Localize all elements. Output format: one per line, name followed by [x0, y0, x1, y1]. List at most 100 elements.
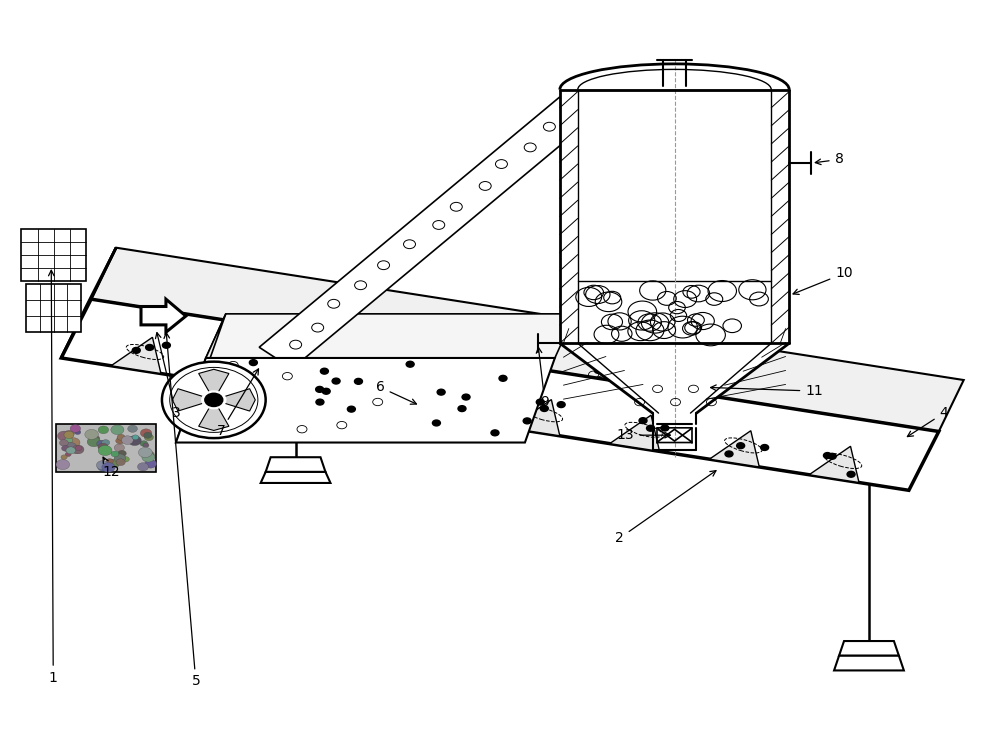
- Circle shape: [59, 440, 68, 446]
- Circle shape: [140, 429, 152, 438]
- Circle shape: [128, 425, 137, 432]
- Circle shape: [737, 443, 745, 449]
- Polygon shape: [261, 472, 330, 483]
- Polygon shape: [410, 384, 460, 420]
- Polygon shape: [834, 656, 904, 670]
- Polygon shape: [610, 415, 660, 452]
- Circle shape: [499, 376, 507, 382]
- Text: 8: 8: [815, 153, 843, 167]
- Circle shape: [98, 463, 109, 471]
- Circle shape: [647, 425, 655, 431]
- Circle shape: [98, 444, 108, 451]
- Polygon shape: [176, 314, 226, 443]
- Circle shape: [58, 431, 71, 441]
- Circle shape: [116, 459, 125, 466]
- Circle shape: [141, 451, 150, 457]
- Polygon shape: [266, 458, 325, 472]
- Circle shape: [67, 438, 80, 447]
- Circle shape: [61, 446, 69, 451]
- Circle shape: [354, 379, 362, 384]
- Circle shape: [142, 452, 155, 462]
- Circle shape: [132, 348, 140, 354]
- Text: 12: 12: [102, 458, 120, 479]
- Circle shape: [114, 444, 124, 452]
- Polygon shape: [61, 299, 939, 490]
- Circle shape: [639, 418, 647, 424]
- Circle shape: [316, 387, 324, 393]
- Circle shape: [111, 451, 119, 457]
- Text: 10: 10: [793, 266, 853, 294]
- Circle shape: [458, 406, 466, 412]
- Text: 3: 3: [155, 333, 180, 420]
- Text: 1: 1: [49, 270, 58, 685]
- Polygon shape: [214, 389, 255, 411]
- Polygon shape: [61, 248, 116, 358]
- Circle shape: [128, 435, 141, 446]
- Circle shape: [828, 453, 836, 459]
- Polygon shape: [199, 400, 229, 430]
- Circle shape: [122, 435, 133, 444]
- Polygon shape: [26, 284, 81, 332]
- Circle shape: [237, 371, 245, 377]
- Circle shape: [70, 424, 81, 432]
- Circle shape: [138, 447, 152, 458]
- Circle shape: [246, 378, 254, 384]
- Circle shape: [122, 457, 129, 462]
- Circle shape: [347, 406, 355, 412]
- Circle shape: [406, 362, 414, 368]
- Circle shape: [56, 460, 70, 469]
- Circle shape: [96, 461, 109, 470]
- Circle shape: [540, 406, 548, 412]
- Circle shape: [140, 441, 148, 446]
- Text: 2: 2: [615, 471, 716, 545]
- Circle shape: [536, 399, 544, 405]
- Circle shape: [98, 426, 109, 434]
- Circle shape: [437, 389, 445, 395]
- Circle shape: [65, 437, 73, 444]
- Circle shape: [322, 388, 330, 394]
- Circle shape: [143, 443, 149, 447]
- Circle shape: [132, 435, 139, 440]
- Circle shape: [847, 472, 855, 477]
- Circle shape: [146, 345, 154, 351]
- Text: 11: 11: [711, 384, 823, 398]
- Circle shape: [725, 451, 733, 457]
- Circle shape: [116, 438, 124, 444]
- Circle shape: [66, 447, 76, 454]
- Circle shape: [320, 368, 328, 374]
- Circle shape: [162, 342, 170, 348]
- Circle shape: [85, 430, 98, 439]
- Circle shape: [97, 440, 106, 447]
- Text: 5: 5: [164, 333, 200, 689]
- Circle shape: [332, 378, 340, 384]
- Circle shape: [63, 442, 77, 452]
- Polygon shape: [311, 368, 360, 404]
- Text: 7: 7: [216, 369, 259, 438]
- Circle shape: [111, 425, 124, 435]
- Polygon shape: [211, 353, 261, 389]
- Circle shape: [98, 446, 112, 455]
- Circle shape: [145, 460, 157, 468]
- Circle shape: [102, 440, 110, 446]
- Polygon shape: [91, 248, 964, 432]
- Circle shape: [144, 434, 153, 441]
- Text: 4: 4: [907, 406, 948, 437]
- Circle shape: [118, 450, 126, 457]
- Circle shape: [462, 394, 470, 400]
- Circle shape: [162, 362, 266, 438]
- Circle shape: [202, 391, 226, 409]
- Circle shape: [74, 430, 81, 435]
- Circle shape: [64, 430, 74, 438]
- Polygon shape: [21, 230, 86, 280]
- Circle shape: [252, 407, 260, 413]
- Polygon shape: [56, 424, 156, 472]
- Circle shape: [107, 459, 119, 468]
- Polygon shape: [111, 337, 161, 373]
- Circle shape: [491, 430, 499, 435]
- Circle shape: [432, 420, 440, 426]
- Circle shape: [61, 455, 67, 460]
- Polygon shape: [206, 314, 575, 358]
- Circle shape: [144, 432, 152, 438]
- Circle shape: [102, 463, 115, 472]
- Polygon shape: [809, 446, 859, 483]
